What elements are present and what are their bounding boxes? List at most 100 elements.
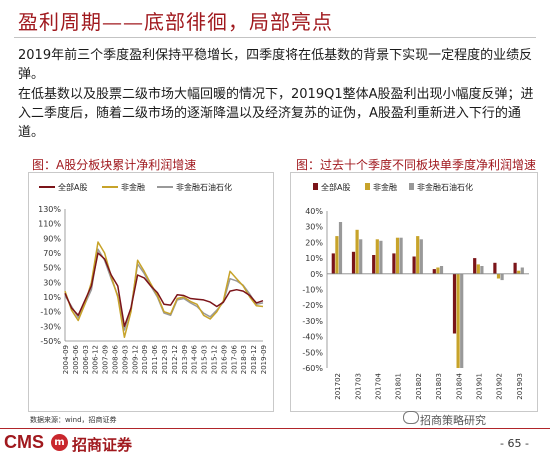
- x-tick-label: 2013-09: [181, 345, 189, 374]
- x-tick-label: 2004-09: [62, 345, 70, 374]
- bar-2: [439, 266, 444, 274]
- x-tick-label: 201802: [415, 373, 423, 400]
- x-tick-label: 201704: [375, 372, 383, 399]
- bar-0: [513, 262, 517, 274]
- footer-divider: [0, 428, 550, 429]
- x-tick-label: 201703: [354, 373, 362, 400]
- legend-label-2: 非金融石油石化: [417, 182, 473, 192]
- bar-0: [452, 273, 457, 334]
- y-tick-label: -30%: [40, 322, 61, 331]
- series-line-0: [64, 252, 264, 328]
- bar-1: [476, 264, 480, 274]
- y-tick-label: 70%: [43, 249, 61, 258]
- x-tick-label: 2015-12: [211, 345, 219, 374]
- x-tick-label: 2009-12: [131, 345, 139, 374]
- bar-chart: 全部A股 非金融 非金融石油石化 40% 30% 20% 10% 0% -10% -20% -30%…: [302, 182, 529, 400]
- y-tick-label: 40%: [305, 207, 323, 216]
- y-tick-label: 110%: [38, 220, 61, 229]
- left-chart-panel: 全部A股 非金融 非金融石油石化 130% 110% 90% 70% 50% 30% 10% -10…: [28, 172, 274, 412]
- y-tick-label: 30%: [305, 223, 323, 232]
- wechat-icon: [403, 411, 419, 424]
- x-tick-label: 201804: [455, 372, 463, 399]
- brand-name: 招商证券: [72, 436, 133, 454]
- x-tick-label: 2010-09: [141, 345, 149, 374]
- x-tick-label: 2006-03: [82, 345, 90, 374]
- right-chart-title: 图：过去十个季度不同板块单季度净利润增速: [296, 158, 537, 172]
- x-tick-label: 2018-12: [250, 345, 258, 374]
- y-tick-label: 10%: [43, 293, 61, 302]
- x-tick-label: 2012-03: [161, 345, 169, 374]
- left-chart-title: 图：A股分板块累计净利润增速: [32, 158, 197, 172]
- y-tick-label: -50%: [302, 348, 323, 357]
- y-tick-label: 130%: [38, 205, 61, 214]
- y-tick-label: 90%: [43, 234, 61, 243]
- bar-0: [372, 255, 376, 274]
- x-tick-label: 2018-03: [240, 345, 248, 374]
- brand-logo-icon: m: [51, 434, 68, 451]
- y-tick-label: 30%: [43, 278, 61, 287]
- x-tick-label: 2008-06: [112, 344, 120, 374]
- x-tick-label: 2006-12: [92, 345, 100, 374]
- legend-swatch-1: [365, 183, 370, 190]
- x-tick-label: 2014-06: [191, 344, 199, 374]
- x-tick-label: 201803: [435, 373, 443, 400]
- y-tick-label: -30%: [302, 317, 323, 326]
- y-tick-label: -50%: [40, 337, 61, 346]
- legend-label-2: 非金融石油石化: [176, 182, 232, 192]
- x-tick-label: 2005-06: [72, 344, 80, 374]
- legend-label-1: 非金融: [373, 182, 397, 192]
- bar-1: [375, 239, 379, 274]
- y-tick-label: -10%: [40, 308, 61, 317]
- bar-0: [331, 253, 335, 274]
- x-tick-label: 2015-03: [201, 345, 209, 374]
- legend-label-0: 全部A股: [58, 182, 87, 192]
- bar-2: [338, 222, 343, 274]
- series-line-2: [64, 248, 264, 331]
- bar-2: [399, 237, 403, 274]
- bar-2: [520, 267, 524, 274]
- bar-1: [496, 273, 501, 279]
- title-divider: [14, 37, 536, 38]
- brand-logo-text: CMS: [4, 432, 44, 452]
- x-tick-label: 2016-09: [220, 345, 228, 374]
- bar-0: [392, 253, 396, 274]
- summary-paragraph-2: 在低基数以及股票二级市场大幅回暖的情况下，2019Q1整体A股盈利出现小幅度反弹…: [18, 87, 534, 140]
- summary-paragraph-1: 2019年前三个季度盈利保持平稳增长，四季度将在低基数的背景下实现一定程度的业绩…: [18, 48, 533, 82]
- y-tick-label: 10%: [305, 254, 323, 263]
- y-tick-label: -10%: [302, 286, 323, 295]
- x-tick-label: 2009-03: [121, 345, 129, 374]
- legend-swatch-2: [409, 183, 414, 190]
- bar-1: [335, 236, 339, 274]
- bar-0: [412, 256, 416, 274]
- data-source: 数据来源：wind，招商证券: [30, 416, 117, 424]
- x-tick-label: 2019-09: [260, 345, 268, 374]
- x-tick-label: 201902: [496, 373, 504, 400]
- y-tick-label: -60%: [302, 364, 323, 373]
- x-tick-label: 201903: [516, 373, 524, 400]
- bar-1: [456, 273, 460, 368]
- y-tick-label: 20%: [305, 238, 323, 247]
- bar-0: [432, 269, 436, 274]
- legend-label-0: 全部A股: [321, 182, 350, 192]
- x-tick-label: 201702: [334, 373, 342, 400]
- bar-1: [436, 267, 440, 274]
- x-tick-label: 201801: [395, 373, 403, 400]
- y-tick-label: 0%: [310, 270, 323, 279]
- bar-0: [351, 251, 356, 274]
- x-tick-label: 2011-06: [151, 344, 159, 374]
- y-tick-label: -20%: [302, 301, 323, 310]
- bar-0: [473, 258, 477, 274]
- bar-2: [419, 239, 423, 274]
- bar-1: [355, 229, 359, 274]
- bar-1: [416, 236, 420, 274]
- legend-swatch-0: [313, 183, 318, 190]
- page-number: - 65 -: [500, 437, 529, 450]
- series-line-1: [64, 241, 264, 339]
- bar-2: [379, 240, 383, 274]
- x-tick-label: 201901: [476, 373, 484, 400]
- x-tick-label: 2007-09: [102, 345, 110, 374]
- x-tick-label: 2017-06: [230, 344, 238, 374]
- bar-2: [480, 266, 484, 274]
- bar-2: [460, 273, 464, 368]
- right-chart-panel: 全部A股 非金融 非金融石油石化 40% 30% 20% 10% 0% -10% -20% -30%…: [290, 172, 538, 412]
